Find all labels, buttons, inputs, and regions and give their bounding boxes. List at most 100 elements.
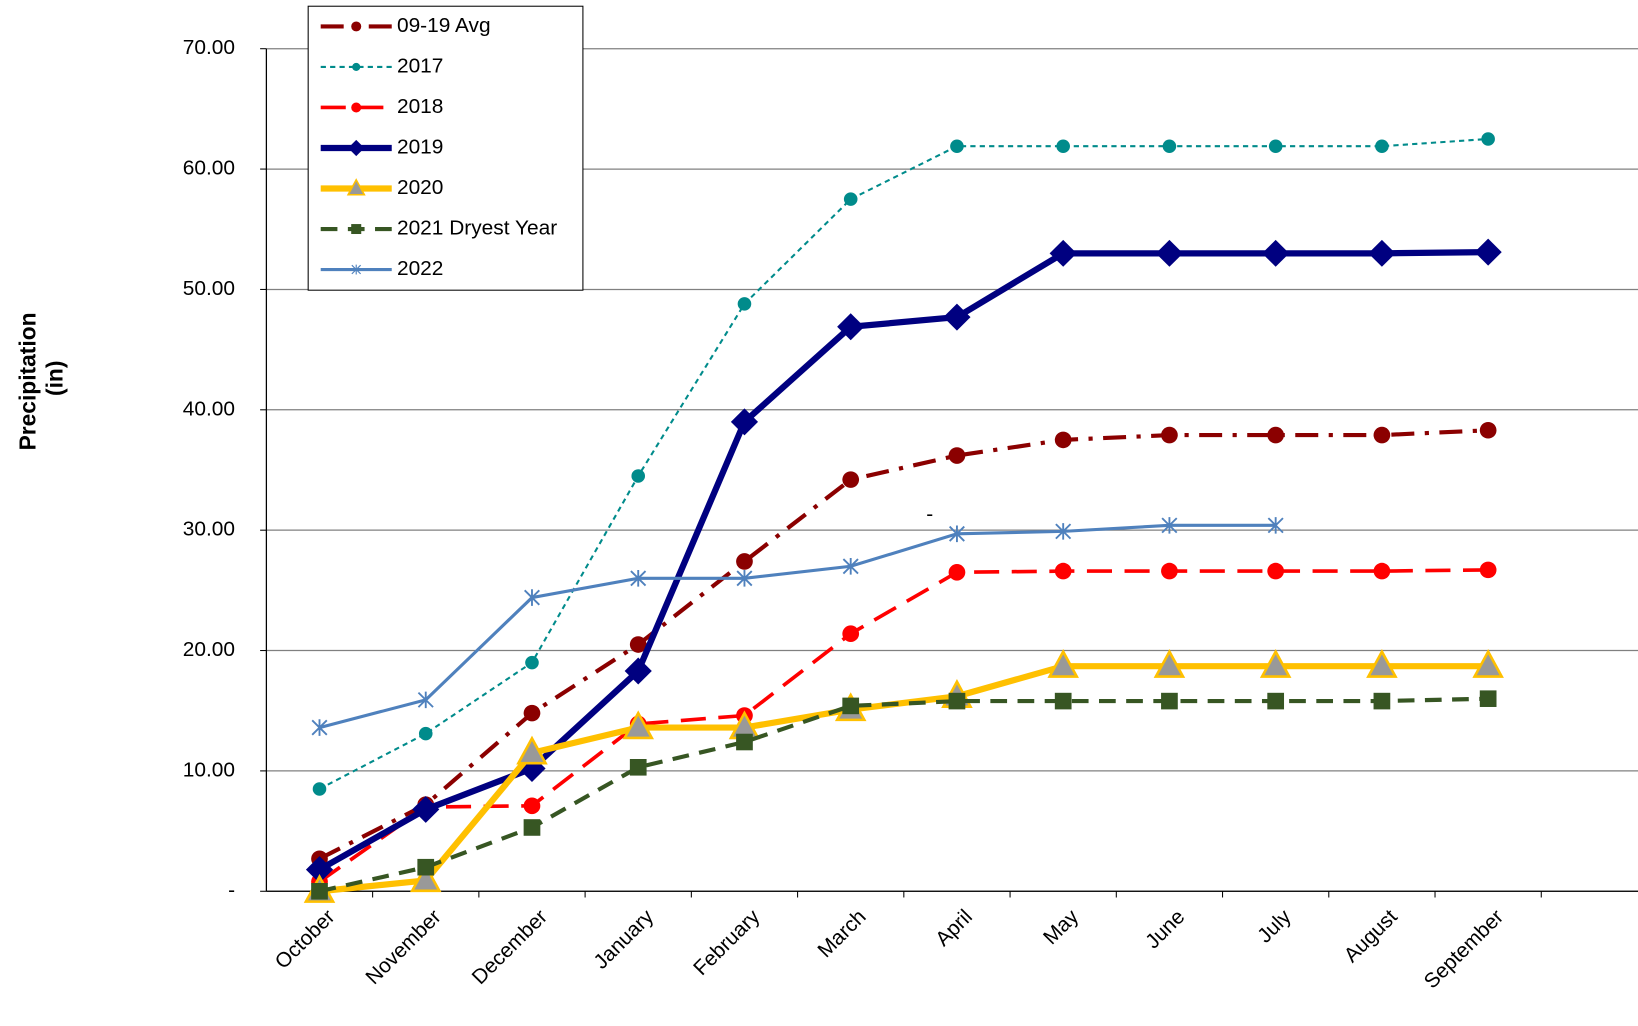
marker [1047,648,1079,678]
marker [948,447,966,464]
marker [843,192,858,206]
marker [346,178,366,196]
x-tick-label: October [271,905,340,973]
marker [525,655,539,670]
series-line [319,696,1489,894]
marker [524,589,540,606]
marker [730,408,759,436]
marker [523,819,541,836]
marker [1366,648,1398,678]
marker [736,553,753,570]
legend: 09-19 Avg 2017 2018 2019 2020 2021 Dryest Yea… [307,5,584,291]
marker [842,557,859,575]
y-axis-label: Precipitation (in) [14,306,67,450]
marker [409,863,442,893]
marker [1055,523,1072,540]
marker [1259,648,1292,678]
marker [624,657,652,685]
x-tick-label: July [1253,905,1296,948]
y-tick-label: - [228,879,235,902]
x-tick-label: December [468,905,552,989]
legend-label: 2019 [397,136,443,159]
marker [1161,692,1178,710]
marker [1161,426,1178,444]
marker [842,471,860,488]
marker [351,21,362,32]
marker [412,795,440,823]
marker [622,710,654,740]
x-tick-label: February [689,905,765,980]
x-tick-label: March [813,905,870,962]
x-tick-label: January [589,905,658,974]
marker [950,139,964,153]
series-line [319,663,1489,895]
marker [1054,431,1072,449]
x-tick-label: September [1420,905,1509,993]
marker [1153,648,1186,678]
marker [352,62,361,71]
marker [943,303,971,331]
legend-label: 2020 [397,176,443,199]
marker [948,564,966,581]
marker [629,636,647,653]
marker [1267,517,1284,534]
y-tick-label: 70.00 [183,36,235,59]
y-tick-label: 60.00 [183,157,235,180]
y-axis-label-line: Precipitation [14,312,40,450]
marker [630,570,647,587]
x-tick-label: August [1340,905,1402,967]
y-axis-label-line: (in) [41,361,67,396]
marker [351,102,362,113]
marker [736,733,753,751]
marker [948,525,965,543]
marker [418,726,433,741]
legend-label: 2022 [397,257,443,280]
marker [948,692,966,710]
marker [1267,562,1285,580]
marker [311,882,328,900]
legend-label: 2018 [397,95,443,118]
marker [1054,562,1072,580]
marker [523,704,541,722]
marker [737,297,752,311]
marker [1049,239,1077,267]
marker [305,856,334,884]
marker [1479,690,1497,707]
series-line [318,568,1489,884]
marker [1262,239,1290,267]
series-line [319,137,1489,790]
marker [842,697,860,715]
marker [1267,426,1285,444]
marker [417,691,434,709]
marker [1054,692,1072,710]
marker [1161,562,1178,580]
marker [523,797,541,815]
marker [736,570,753,587]
marker [842,625,860,642]
legend-label: 2017 [397,54,443,77]
y-tick-label: 40.00 [183,397,235,420]
marker [631,469,646,483]
series-line [317,249,1489,873]
marker [1155,239,1184,267]
marker [1472,648,1504,678]
marker [1474,238,1502,266]
x-tick-label: November [361,905,445,989]
marker [1479,421,1497,439]
marker [1368,239,1396,267]
marker [1162,139,1177,153]
marker [1373,426,1391,444]
marker [1373,562,1391,580]
legend-label: 2021 Dryest Year [397,217,557,240]
marker [1481,132,1495,146]
series-line [319,523,1276,730]
marker [1267,692,1285,710]
x-tick-label: June [1141,905,1189,953]
marker [351,264,362,275]
y-tick-label: 30.00 [183,518,235,541]
marker [1375,139,1389,153]
x-tick-label: April [931,905,977,951]
marker [629,759,647,776]
marker [417,858,435,876]
